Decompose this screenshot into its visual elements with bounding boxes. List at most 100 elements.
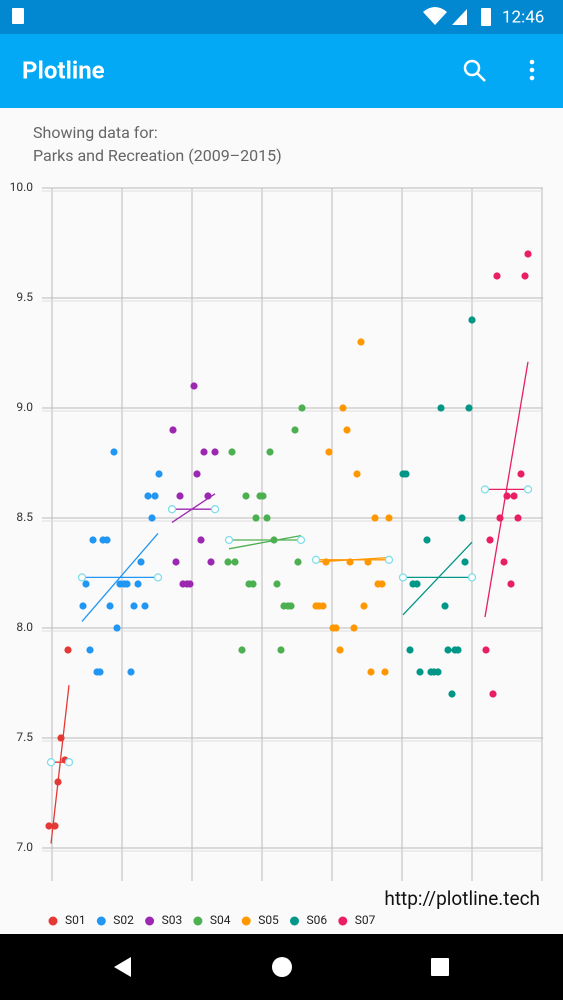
mean-end — [398, 573, 408, 582]
point — [155, 470, 163, 478]
point — [468, 316, 476, 324]
legend-label: S02 — [113, 913, 134, 927]
trend-line — [315, 556, 390, 563]
wifi-icon — [423, 7, 447, 25]
trend-line — [484, 361, 529, 618]
point — [336, 646, 344, 654]
point — [273, 580, 281, 588]
point — [96, 668, 104, 676]
point — [287, 602, 295, 610]
mean-end — [210, 505, 220, 514]
point — [339, 404, 347, 412]
point — [186, 580, 194, 588]
battery-icon — [481, 8, 491, 26]
point — [493, 272, 501, 280]
home-button[interactable] — [272, 957, 292, 977]
mean-end — [467, 573, 477, 582]
y-tick-label: 8.5 — [16, 510, 33, 524]
point — [486, 536, 494, 544]
point — [197, 536, 205, 544]
point — [89, 536, 97, 544]
mean-end — [77, 573, 87, 582]
watermark: http://plotline.tech — [384, 887, 540, 910]
point — [517, 470, 525, 478]
point — [343, 426, 351, 434]
point — [434, 668, 442, 676]
point — [319, 602, 327, 610]
point — [350, 624, 358, 632]
more-button[interactable] — [529, 59, 535, 81]
legend-label: S03 — [162, 913, 183, 927]
legend-label: S07 — [355, 913, 376, 927]
point — [228, 448, 236, 456]
point — [193, 470, 201, 478]
mean-end — [153, 573, 163, 582]
mean-end — [224, 535, 234, 545]
legend-label: S01 — [65, 913, 86, 927]
point — [151, 492, 159, 500]
point — [294, 558, 302, 566]
point — [86, 646, 94, 654]
point — [521, 272, 529, 280]
point — [437, 404, 445, 412]
point — [79, 602, 87, 610]
point — [45, 822, 53, 830]
point — [524, 250, 532, 258]
point — [252, 514, 260, 522]
point — [231, 558, 239, 566]
trend-line — [50, 685, 70, 844]
point — [367, 668, 375, 676]
header-line: Showing data for: — [33, 123, 158, 142]
point — [332, 624, 340, 632]
point — [110, 448, 118, 456]
point — [172, 558, 180, 566]
point — [123, 580, 131, 588]
point — [413, 580, 421, 588]
trend-line — [81, 532, 159, 622]
point — [402, 470, 410, 478]
point — [441, 602, 449, 610]
point — [82, 580, 90, 588]
legend-marker — [290, 916, 299, 926]
point — [113, 624, 121, 632]
point — [291, 426, 299, 434]
mean-end — [296, 535, 306, 545]
point — [277, 646, 285, 654]
point — [249, 580, 257, 588]
point — [325, 448, 333, 456]
point — [423, 536, 431, 544]
plot: 7.0 7.5 8.0 8.5 9.0 9.5 10.0 S01 S02 S03 S04 S05 S06… — [10, 180, 543, 927]
clock: 12:46 — [502, 7, 544, 27]
sd-icon — [12, 8, 24, 24]
point — [169, 426, 177, 434]
legend-label: S04 — [210, 913, 231, 927]
point — [200, 448, 208, 456]
y-tick-label: 10.0 — [10, 180, 34, 194]
point — [406, 646, 414, 654]
search-button[interactable] — [463, 59, 486, 82]
point — [454, 646, 462, 654]
trend-line — [228, 534, 302, 550]
point — [238, 646, 246, 654]
point — [353, 470, 361, 478]
y-tick-label: 9.5 — [16, 290, 33, 304]
point — [482, 646, 490, 654]
app-title: Plotline — [22, 56, 105, 84]
point — [211, 448, 219, 456]
point — [144, 492, 152, 500]
point — [298, 404, 306, 412]
point — [416, 668, 424, 676]
recents-button[interactable] — [431, 958, 449, 976]
point — [263, 514, 271, 522]
point — [507, 580, 515, 588]
point — [259, 492, 267, 500]
point — [106, 602, 114, 610]
point — [141, 602, 149, 610]
point — [378, 580, 386, 588]
point — [489, 690, 497, 698]
back-button[interactable] — [114, 957, 131, 977]
point — [500, 558, 508, 566]
trend-line — [171, 493, 216, 523]
app-bar — [0, 34, 563, 108]
